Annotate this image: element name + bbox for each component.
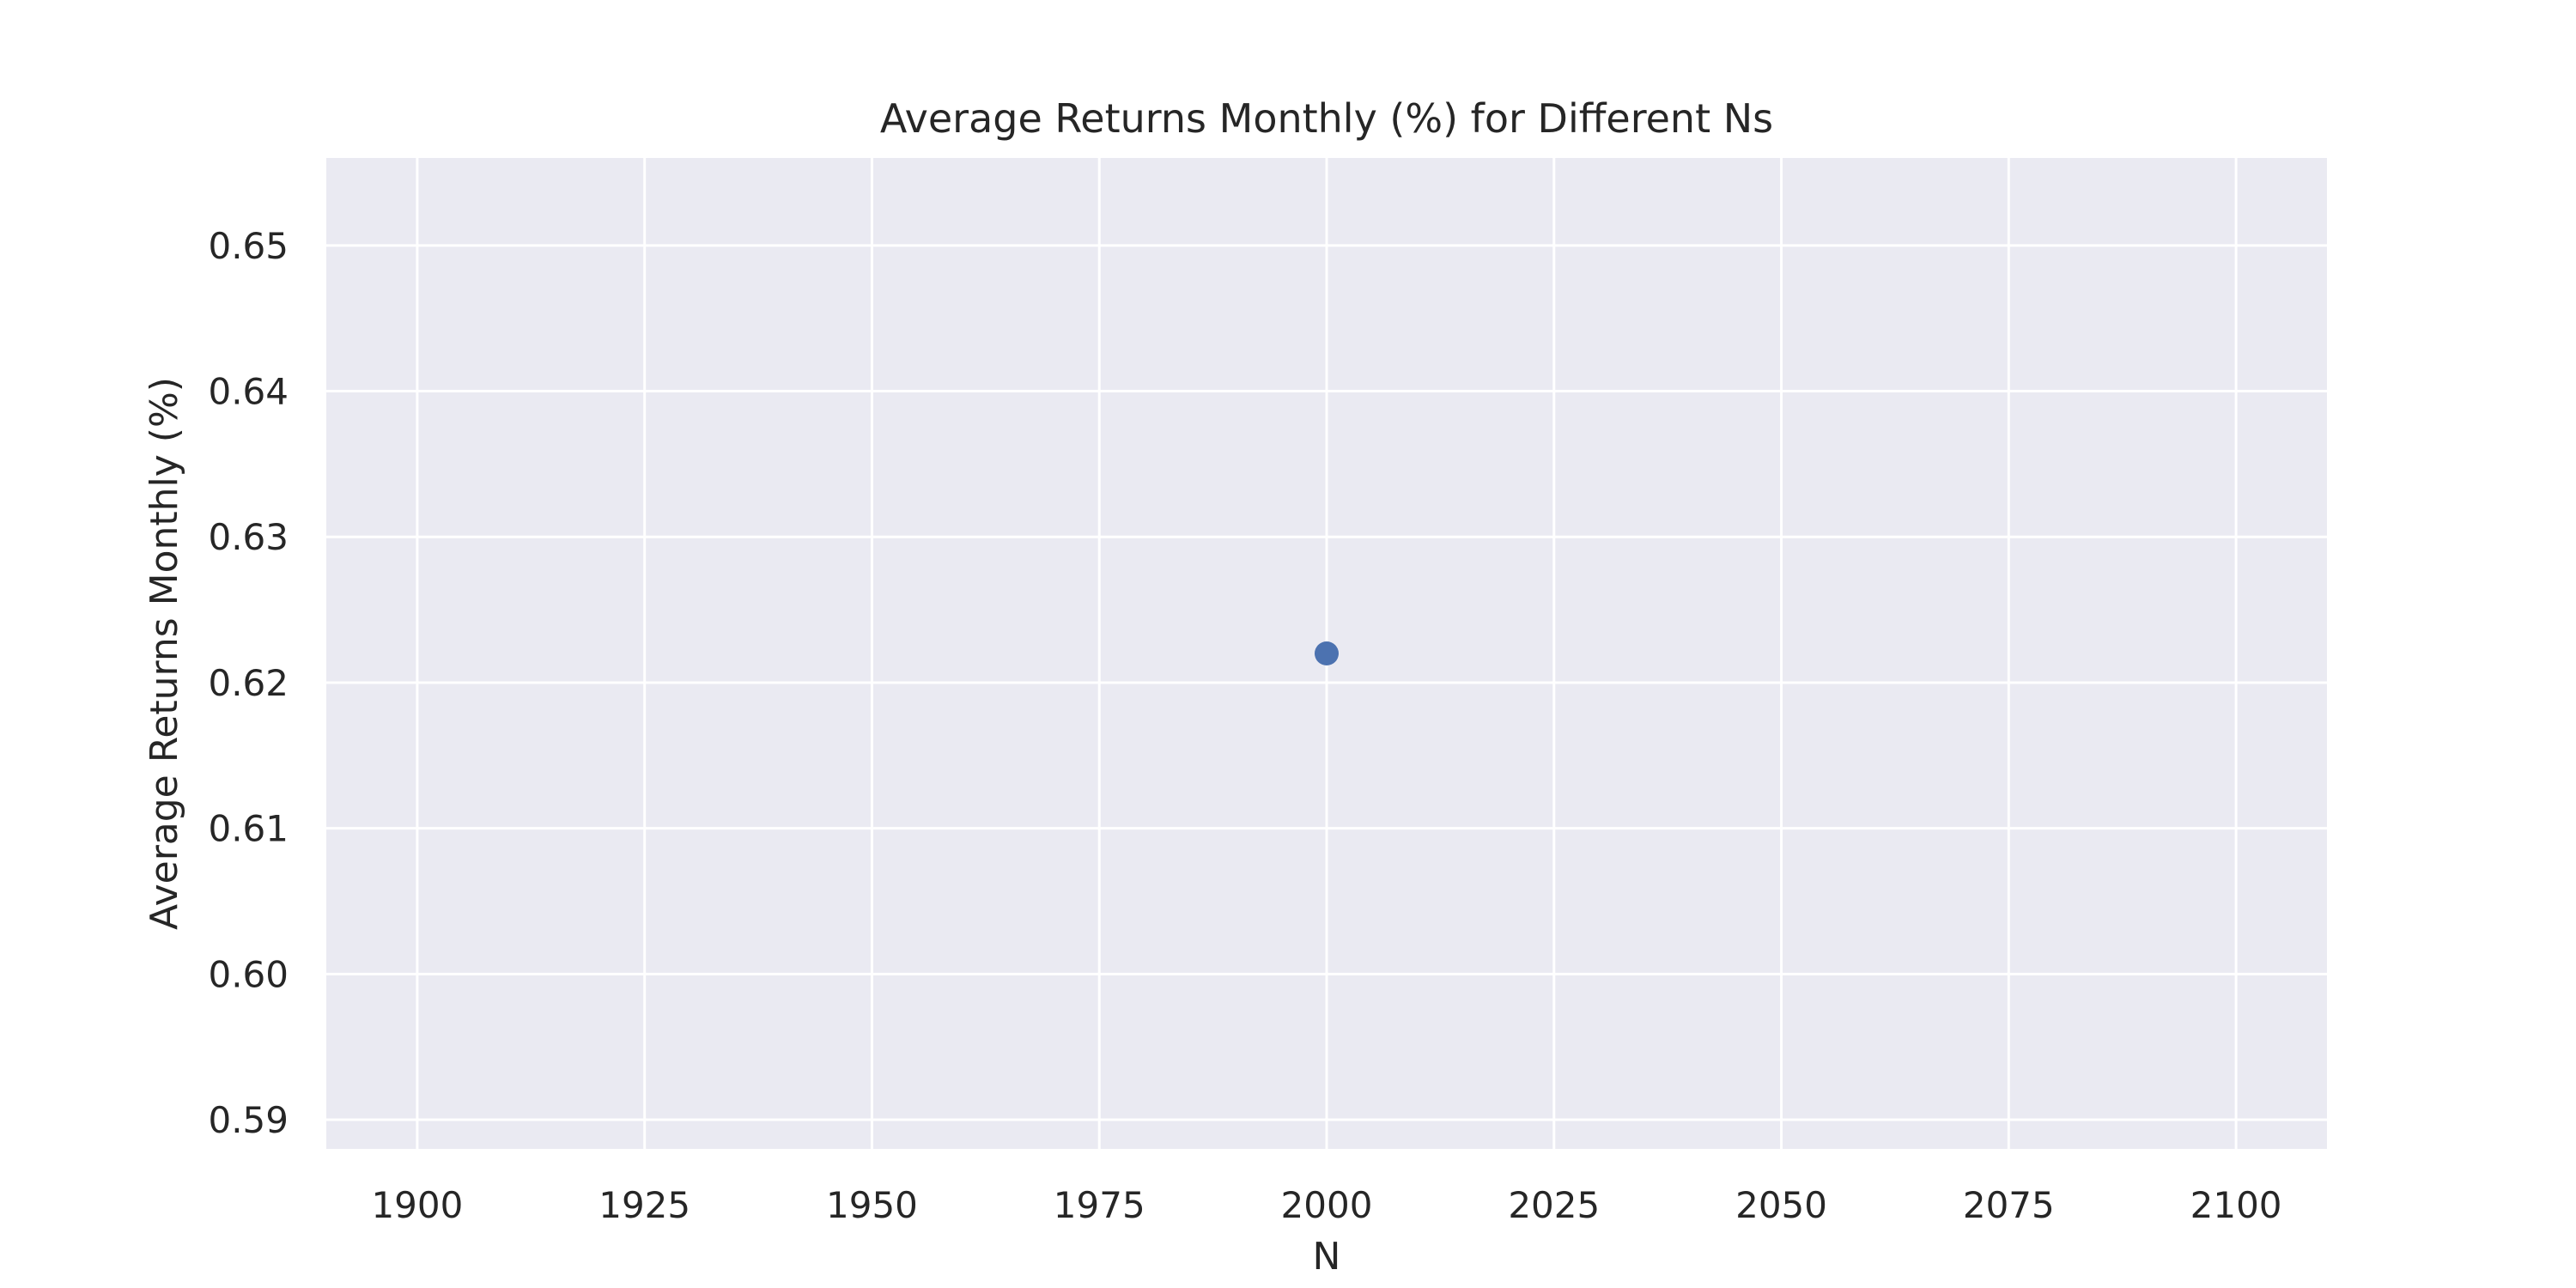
data-points [1315,641,1339,665]
x-tick-label: 1950 [826,1184,918,1226]
y-tick-labels: 0.59 0.60 0.61 0.62 0.63 0.64 0.65 [208,225,289,1141]
x-axis-label: N [1313,1235,1341,1279]
x-tick-label: 2100 [2190,1184,2282,1226]
y-tick-label: 0.64 [208,371,289,413]
x-tick-label: 1975 [1054,1184,1145,1226]
chart-title: Average Returns Monthly (%) for Differen… [880,95,1773,142]
y-tick-label: 0.65 [208,225,289,267]
y-tick-label: 0.62 [208,662,289,704]
y-tick-label: 0.63 [208,516,289,558]
data-point [1315,641,1339,665]
y-tick-label: 0.59 [208,1099,289,1141]
y-gridlines [326,244,2327,1121]
x-tick-label: 1900 [371,1184,463,1226]
y-axis-label: Average Returns Monthly (%) [143,377,186,930]
x-tick-label: 1925 [598,1184,690,1226]
y-tick-label: 0.61 [208,808,289,850]
x-tick-labels: 1900 1925 1950 1975 2000 2025 2050 2075 2100 [371,1184,2281,1226]
x-gridlines [416,158,2238,1149]
x-tick-label: 2075 [1963,1184,2055,1226]
x-tick-label: 2050 [1735,1184,1827,1226]
x-tick-label: 2025 [1508,1184,1600,1226]
y-tick-label: 0.60 [208,953,289,995]
x-tick-label: 2000 [1281,1184,1373,1226]
